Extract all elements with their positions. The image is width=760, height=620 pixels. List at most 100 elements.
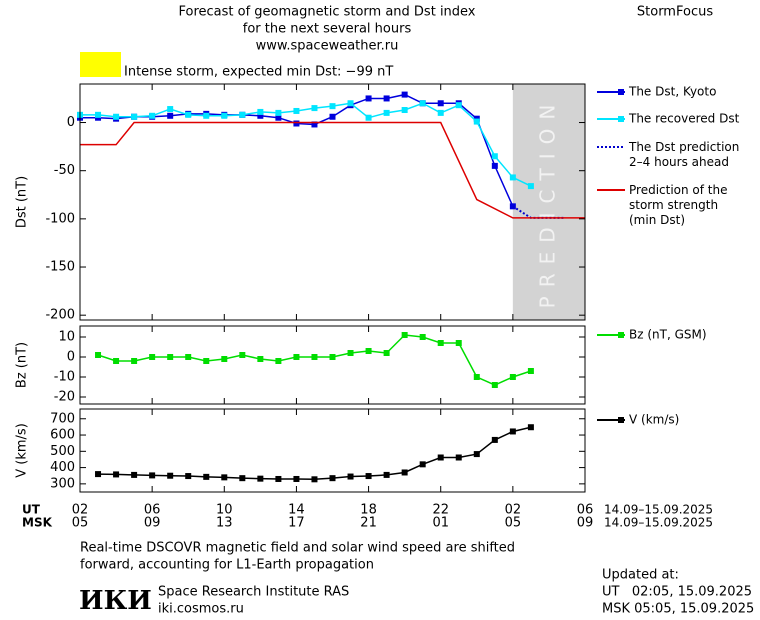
point bbox=[113, 358, 120, 364]
y-tick-label: -20 bbox=[54, 390, 75, 405]
point bbox=[167, 106, 174, 113]
title-line: for the next several hours bbox=[243, 22, 412, 37]
point bbox=[383, 471, 390, 478]
point bbox=[311, 354, 318, 360]
y-tick-label: -100 bbox=[45, 211, 75, 226]
y-tick-label: -150 bbox=[45, 260, 75, 275]
point bbox=[257, 108, 264, 115]
point bbox=[239, 475, 246, 482]
point bbox=[221, 356, 228, 362]
y-tick-label: -200 bbox=[45, 308, 75, 323]
point bbox=[491, 436, 498, 443]
point bbox=[437, 109, 444, 116]
x-tick-label: 06 bbox=[144, 503, 161, 518]
point bbox=[293, 475, 300, 482]
point bbox=[275, 109, 282, 116]
point bbox=[419, 461, 426, 468]
legend-label: V (km/s) bbox=[629, 413, 679, 427]
y-tick-label: 300 bbox=[50, 476, 75, 491]
point bbox=[311, 476, 318, 483]
point bbox=[491, 153, 498, 160]
x-tick-label-msk: 21 bbox=[360, 516, 377, 531]
legend-marker bbox=[618, 417, 624, 423]
point bbox=[329, 475, 336, 482]
point bbox=[113, 113, 120, 120]
updated: MSK 05:05, 15.09.2025 bbox=[602, 602, 754, 617]
brand: StormFocus bbox=[637, 5, 713, 20]
point bbox=[347, 350, 354, 356]
alert-text: Intense storm, expected min Dst: −99 nT bbox=[124, 65, 393, 80]
point bbox=[437, 100, 444, 107]
x-tick-label: 02 bbox=[72, 503, 89, 518]
point bbox=[239, 111, 246, 118]
point bbox=[149, 354, 156, 360]
point bbox=[365, 114, 372, 121]
legend-marker bbox=[618, 332, 624, 338]
x-tick-label-msk: 01 bbox=[432, 516, 449, 531]
title-line: Forecast of geomagnetic storm and Dst in… bbox=[178, 5, 475, 20]
point bbox=[383, 350, 390, 356]
y-tick-label: 700 bbox=[50, 411, 75, 426]
point bbox=[221, 474, 228, 481]
updated: UT 02:05, 15.09.2025 bbox=[602, 585, 752, 600]
point bbox=[401, 91, 408, 98]
point bbox=[95, 471, 102, 478]
point bbox=[293, 354, 300, 360]
point bbox=[383, 95, 390, 102]
x-tick-label-msk: 05 bbox=[72, 516, 89, 531]
point bbox=[293, 107, 300, 114]
legend-marker bbox=[618, 116, 624, 122]
logo: ИКИ bbox=[79, 586, 152, 616]
legend-label: The Dst prediction 2–4 hours ahead bbox=[628, 140, 739, 169]
point bbox=[509, 428, 516, 435]
point bbox=[185, 473, 192, 480]
point bbox=[473, 374, 480, 380]
legend-label: Bz (nT, GSM) bbox=[629, 328, 707, 342]
point bbox=[509, 374, 516, 380]
point bbox=[221, 112, 228, 119]
x-tick-label-msk: 13 bbox=[216, 516, 233, 531]
y-axis-label: Bz (nT) bbox=[15, 342, 30, 388]
point bbox=[527, 368, 534, 374]
point bbox=[329, 354, 336, 360]
point bbox=[275, 114, 282, 121]
point bbox=[383, 109, 390, 116]
point bbox=[491, 382, 498, 388]
point bbox=[455, 454, 462, 461]
point bbox=[239, 352, 246, 358]
point bbox=[167, 112, 174, 119]
x-tick-label-msk: 17 bbox=[288, 516, 305, 531]
point bbox=[527, 424, 534, 431]
y-tick-label: 600 bbox=[50, 428, 75, 443]
alert-swatch bbox=[80, 52, 121, 77]
point bbox=[203, 358, 210, 364]
y-tick-label: -10 bbox=[54, 370, 75, 385]
x-tick-label-msk: 05 bbox=[505, 516, 522, 531]
point bbox=[149, 472, 156, 479]
point bbox=[113, 471, 120, 478]
date-range: 14.09–15.09.2025 bbox=[604, 516, 713, 530]
point bbox=[95, 352, 102, 358]
point bbox=[455, 340, 462, 346]
point bbox=[311, 121, 318, 128]
series-line bbox=[80, 102, 532, 187]
point bbox=[401, 469, 408, 476]
x-tick-label: 10 bbox=[216, 503, 233, 518]
point bbox=[131, 358, 138, 364]
updated: Updated at: bbox=[602, 568, 679, 583]
point bbox=[347, 473, 354, 480]
point bbox=[149, 112, 156, 119]
panel-frame bbox=[79, 83, 586, 321]
y-tick-label: 400 bbox=[50, 460, 75, 475]
point bbox=[473, 118, 480, 125]
panel-frame bbox=[79, 325, 586, 405]
point bbox=[203, 473, 210, 480]
point bbox=[275, 358, 282, 364]
point bbox=[131, 471, 138, 478]
point bbox=[311, 105, 318, 112]
panel-frame bbox=[79, 408, 586, 493]
point bbox=[347, 100, 354, 107]
series-line bbox=[98, 426, 532, 481]
institute: Space Research Institute RAS bbox=[158, 585, 349, 600]
point bbox=[257, 112, 264, 119]
